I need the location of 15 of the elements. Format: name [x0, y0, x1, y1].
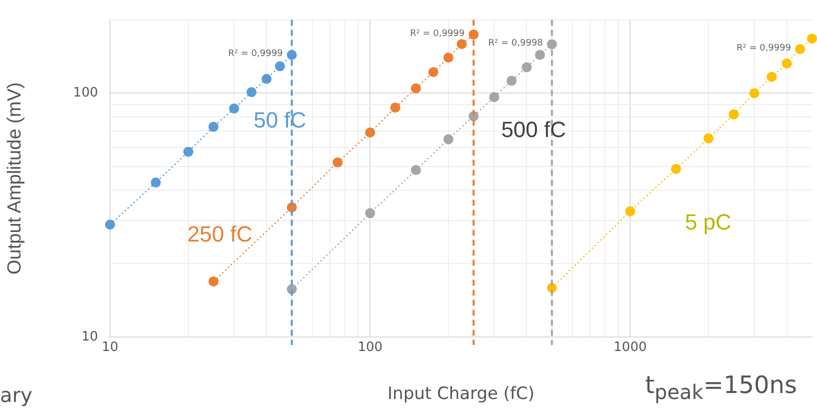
annotation: R² = 0,9999	[736, 43, 792, 54]
annotation: R² = 0,9999	[410, 28, 465, 39]
series-label: 250 fC	[187, 221, 252, 246]
series-label: 50 fC	[254, 107, 306, 132]
x-tick-label: 10	[102, 340, 118, 356]
annotation: R² = 0,9998	[488, 38, 544, 49]
text: ary	[0, 383, 32, 407]
x-axis-title: Input Charge (fC)	[388, 384, 534, 404]
series-label: 5 pC	[684, 209, 732, 234]
series-label: 500 fC	[501, 117, 566, 142]
y-axis-title: Output Amplitude (mV)	[4, 82, 26, 274]
x-tick-label: 1000	[614, 340, 647, 356]
x-tick-label: 100	[358, 340, 383, 356]
text: t$_{peak}$=150ns	[645, 370, 797, 406]
annotation: R² = 0,9999	[228, 49, 284, 60]
